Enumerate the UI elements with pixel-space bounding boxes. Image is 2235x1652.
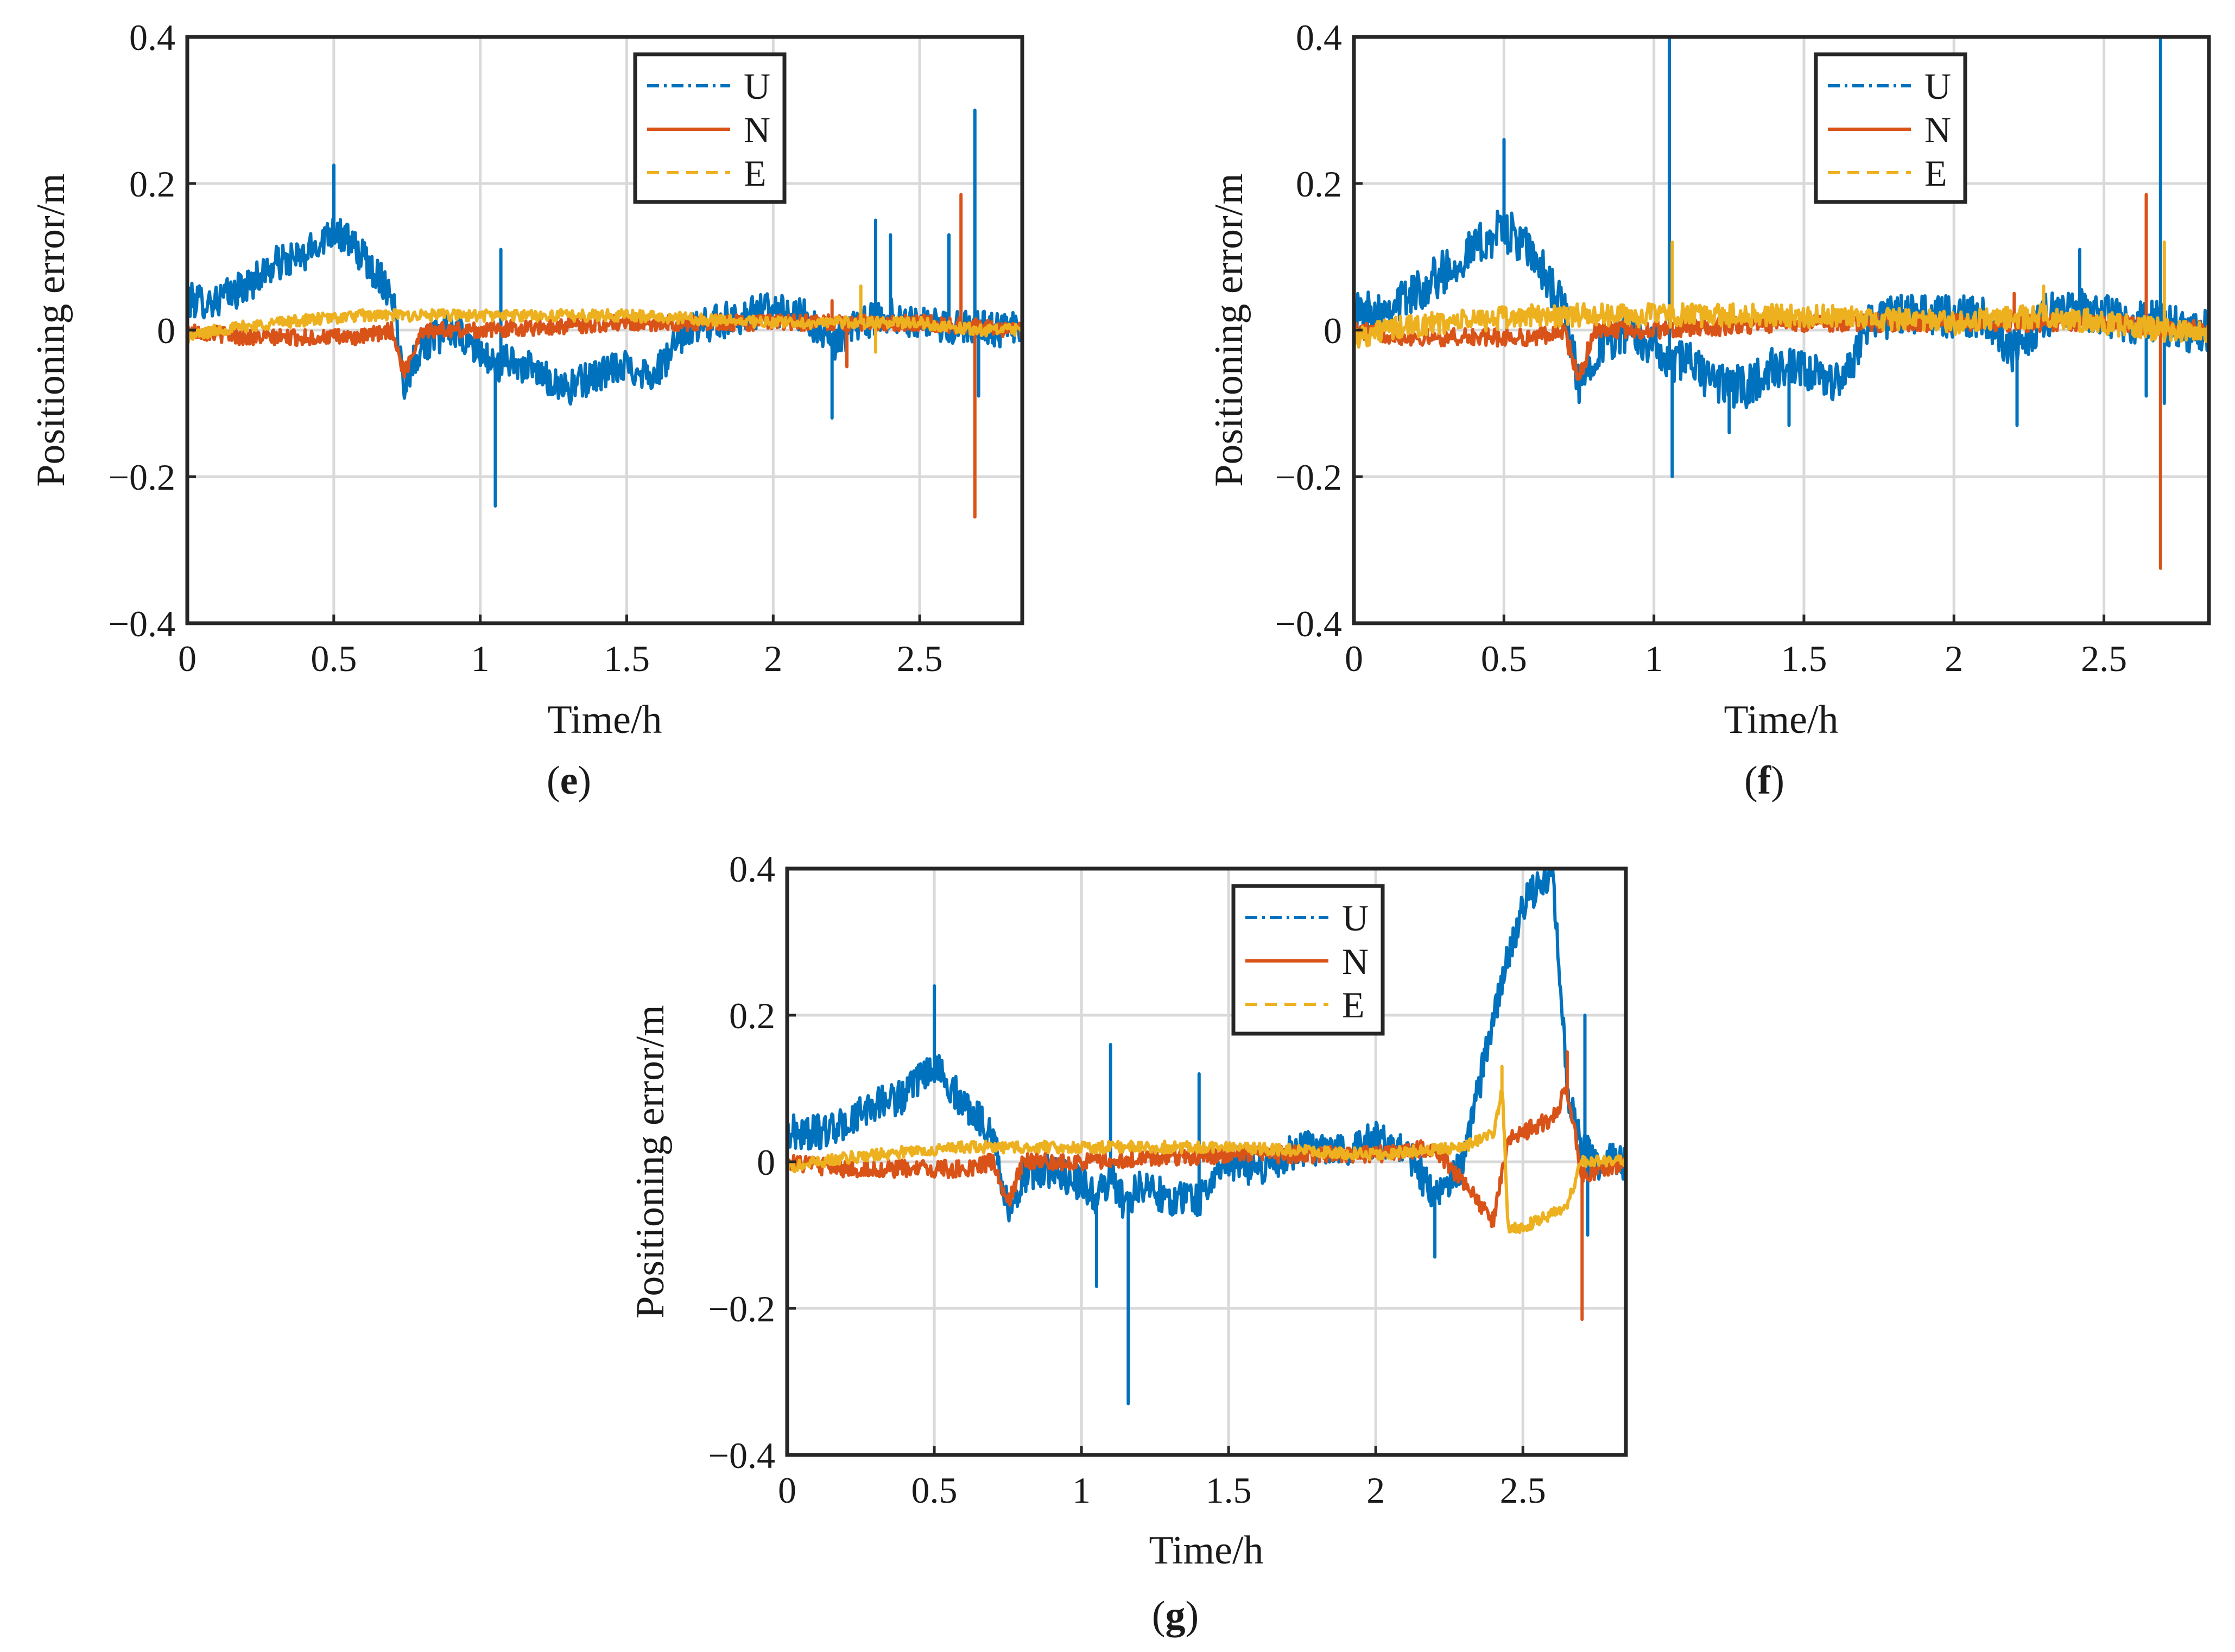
x-tick-label: 2 (764, 638, 782, 679)
panel-e: 0 0.5 1 1.5 2 2.5 0.4 0.2 0 −0.2 −0.4 UNE Time/h P… (29, 17, 1024, 803)
series-line-E (787, 1065, 1626, 1235)
y-tick-label: 0.4 (1296, 17, 1342, 58)
legend-label-U: U (744, 66, 770, 107)
y-tick-label: 0 (757, 1142, 775, 1183)
series-line-E (1354, 240, 2209, 349)
x-tick-label: 1.5 (1206, 1470, 1252, 1511)
legend-label-N: N (1342, 941, 1369, 982)
legend-label-N: N (1924, 109, 1951, 150)
x-axis-label: Time/h (547, 698, 662, 742)
x-tick-label: 0 (178, 638, 197, 679)
x-tick-label: 1 (471, 638, 490, 679)
y-tick-label: 0.2 (129, 163, 175, 205)
x-tick-label: 2 (1366, 1470, 1385, 1511)
series-line-N (787, 1050, 1626, 1321)
panel-f: 0 0.5 1 1.5 2 2.5 0.4 0.2 0 −0.2 −0.4 UNE Time/h P… (1207, 17, 2211, 803)
y-tick-label: −0.4 (109, 603, 175, 644)
x-tick-label: 0.5 (911, 1470, 958, 1511)
legend-label-U: U (1924, 66, 1951, 107)
x-axis-label: Time/h (1149, 1528, 1263, 1573)
y-tick-label: 0.4 (729, 849, 775, 890)
x-tick-label: 0 (778, 1470, 796, 1511)
x-tick-label: 2.5 (1500, 1470, 1546, 1511)
x-tick-label: 0.5 (1481, 638, 1527, 679)
panel-label: (g) (1152, 1593, 1199, 1638)
panel-label: (e) (547, 758, 591, 803)
panel-g: 0 0.5 1 1.5 2 2.5 0.4 0.2 0 −0.2 −0.4 UNE Time/h P… (628, 849, 1628, 1638)
y-tick-label: 0 (1324, 310, 1342, 351)
series-line-U (187, 109, 1022, 508)
x-tick-label: 1.5 (604, 638, 650, 679)
series-line-U (787, 869, 1626, 1406)
y-axis-label: Positioning error/m (1207, 173, 1251, 487)
legend-label-E: E (1342, 984, 1365, 1026)
x-tick-label: 0 (1345, 638, 1363, 679)
y-tick-label: −0.4 (1275, 603, 1342, 644)
series-line-N (187, 193, 1022, 519)
x-tick-label: 1.5 (1781, 638, 1827, 679)
y-tick-label: 0.2 (1296, 163, 1342, 205)
y-tick-label: −0.2 (1275, 457, 1342, 498)
y-tick-label: −0.2 (708, 1288, 775, 1330)
y-tick-label: 0 (157, 310, 175, 351)
y-tick-label: 0.2 (729, 995, 775, 1036)
x-tick-label: 2 (1945, 638, 1963, 679)
y-tick-label: −0.2 (109, 457, 175, 498)
x-tick-label: 1 (1645, 638, 1663, 679)
legend-label-U: U (1342, 897, 1369, 939)
series-line-U (1354, 37, 2209, 478)
x-tick-label: 2.5 (897, 638, 943, 679)
legend-label-E: E (1924, 153, 1947, 194)
panel-label: (f) (1744, 758, 1784, 803)
x-tick-label: 1 (1072, 1470, 1091, 1511)
y-tick-label: 0.4 (129, 17, 175, 58)
legend-label-N: N (744, 109, 770, 150)
x-tick-label: 0.5 (311, 638, 357, 679)
legend-label-E: E (744, 153, 767, 194)
x-axis-label: Time/h (1724, 698, 1838, 742)
y-tick-label: −0.4 (708, 1435, 775, 1476)
y-axis-label: Positioning error/m (29, 173, 73, 487)
series-line-E (187, 284, 1022, 354)
x-tick-label: 2.5 (2081, 638, 2127, 679)
y-axis-label: Positioning error/m (628, 1005, 673, 1319)
